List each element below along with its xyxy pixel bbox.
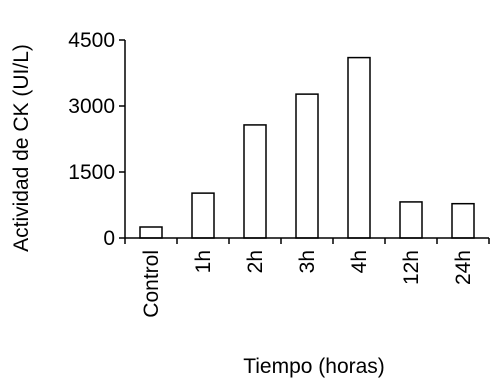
bars (139, 56, 475, 239)
x-tick-label: 3h (296, 250, 319, 273)
bar-2h (243, 124, 267, 239)
x-axis: Control 1h 2h 3h 4h 12h 24h (124, 237, 490, 318)
x-tick-label: 24h (452, 250, 475, 285)
bar-12h (399, 201, 423, 239)
x-tick-label: 1h (192, 250, 215, 273)
y-axis: 0 1500 3000 4500 (68, 29, 126, 250)
bar-control (139, 226, 163, 239)
bar-3h (295, 93, 319, 239)
y-tick-label: 1500 (68, 161, 115, 184)
y-axis-label: Actividad de CK (UI/L) (10, 44, 33, 252)
bar-24h (451, 202, 475, 239)
bar-4h (347, 56, 371, 239)
bar-1h (191, 192, 215, 239)
x-tick-label: Control (140, 250, 163, 318)
x-tick-label: 4h (348, 250, 371, 273)
y-tick-label: 4500 (68, 29, 115, 52)
x-tick-label: 2h (244, 250, 267, 273)
y-tick-label: 3000 (68, 95, 115, 118)
y-tick-label: 0 (103, 227, 115, 250)
x-tick-label: 12h (400, 250, 423, 285)
x-axis-label: Tiempo (horas) (243, 355, 385, 378)
